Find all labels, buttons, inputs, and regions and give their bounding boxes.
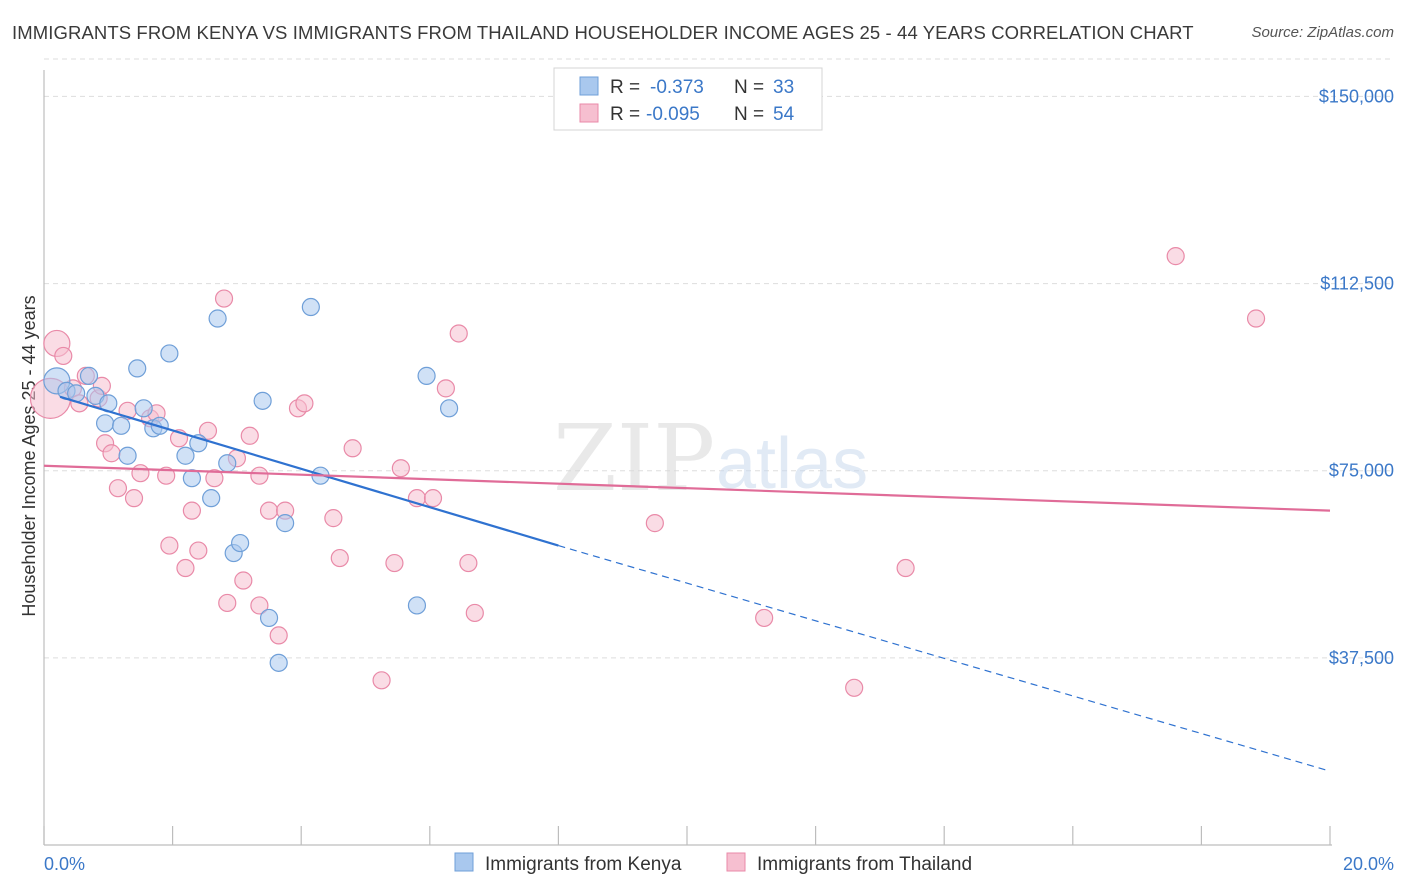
kenya-point-29 xyxy=(417,366,436,385)
kenya-point-17 xyxy=(202,489,221,508)
kenya-point-25 xyxy=(276,514,295,533)
kenya-r-value: -0.373 xyxy=(650,77,704,98)
kenya-point-7 xyxy=(112,416,131,435)
thailand-trend-line xyxy=(43,464,1331,512)
thailand-point-17 xyxy=(160,536,179,555)
kenya-point-26 xyxy=(301,297,320,317)
thailand-point-12 xyxy=(124,489,144,508)
kenya-point-22 xyxy=(253,391,272,410)
thailand-point-30 xyxy=(250,466,269,485)
thailand-point-19 xyxy=(176,558,195,578)
thailand-point-35 xyxy=(295,394,314,413)
thailand-point-49 xyxy=(755,608,774,628)
watermark-zip: ZIP xyxy=(553,405,715,512)
chart-title: IMMIGRANTS FROM KENYA VS IMMIGRANTS FROM… xyxy=(12,22,1194,43)
thailand-point-2 xyxy=(54,346,73,366)
kenya-point-15 xyxy=(182,469,201,488)
kenya-point-18 xyxy=(208,309,227,328)
thailand-r-label: R = xyxy=(610,104,645,125)
kenya-point-30 xyxy=(439,399,459,418)
thailand-point-13 xyxy=(131,464,150,483)
thailand-point-22 xyxy=(198,421,218,440)
thailand-point-40 xyxy=(385,553,404,573)
kenya-series-swatch xyxy=(454,852,474,872)
x-tick-label-min: 0.0% xyxy=(44,854,85,874)
thailand-point-36 xyxy=(324,509,343,528)
thailand-point-20 xyxy=(182,501,201,520)
y-axis-title: Householder Income Ages 25 - 44 years xyxy=(19,295,39,616)
thailand-point-43 xyxy=(423,489,443,508)
thailand-point-21 xyxy=(189,541,208,560)
kenya-point-13 xyxy=(160,344,179,363)
thailand-point-16 xyxy=(157,466,176,485)
thailand-point-23 xyxy=(205,469,224,488)
thailand-n-label: N = xyxy=(734,104,769,125)
y-tick-label-1: $75,000 xyxy=(1329,461,1394,481)
thailand-r-value: -0.095 xyxy=(646,104,700,125)
kenya-n-value: 33 xyxy=(773,77,794,98)
thailand-point-47 xyxy=(465,603,484,623)
kenya-point-8 xyxy=(118,446,137,465)
thailand-point-31 xyxy=(259,501,279,520)
thailand-point-51 xyxy=(896,558,915,578)
thailand-legend-swatch xyxy=(579,103,599,123)
kenya-trend-line xyxy=(59,395,559,547)
kenya-point-28 xyxy=(407,596,427,615)
x-axis-ticks xyxy=(43,826,1331,845)
stats-legend: R = -0.373 N = 33 R = -0.095 N = 54 xyxy=(553,67,823,131)
thailand-point-38 xyxy=(343,439,362,458)
kenya-series-label: Immigrants from Kenya xyxy=(485,854,682,875)
source-credit: Source: ZipAtlas.com xyxy=(1251,24,1394,41)
thailand-point-29 xyxy=(250,596,269,615)
kenya-point-6 xyxy=(95,414,115,433)
thailand-point-53 xyxy=(1246,309,1266,328)
thailand-point-52 xyxy=(1166,247,1185,266)
kenya-point-10 xyxy=(134,399,153,418)
thailand-series-swatch xyxy=(726,852,746,872)
kenya-legend-swatch xyxy=(579,76,599,96)
thailand-point-24 xyxy=(214,289,234,308)
thailand-point-50 xyxy=(845,678,864,697)
thailand-point-41 xyxy=(391,459,410,478)
kenya-point-9 xyxy=(128,359,147,378)
thailand-series-label: Immigrants from Thailand xyxy=(757,854,972,875)
grid-lines xyxy=(44,58,1394,659)
x-tick-label-max: 20.0% xyxy=(1343,854,1394,874)
thailand-point-45 xyxy=(449,324,468,343)
thailand-point-9 xyxy=(102,444,121,463)
thailand-point-37 xyxy=(330,548,349,568)
kenya-trend-extension xyxy=(558,544,1331,772)
thailand-point-10 xyxy=(108,479,128,498)
thailand-point-39 xyxy=(372,671,391,690)
y-tick-label-0: $37,500 xyxy=(1329,648,1394,668)
kenya-point-23 xyxy=(259,608,279,628)
y-tick-label-2: $112,500 xyxy=(1320,274,1394,294)
series-legend: Immigrants from Kenya Immigrants from Th… xyxy=(454,852,972,875)
y-tick-label-3: $150,000 xyxy=(1319,86,1394,106)
y-tick-labels: $37,500 $75,000 $112,500 $150,000 xyxy=(1319,86,1394,667)
watermark: ZIP atlas xyxy=(553,405,868,512)
trend-lines xyxy=(43,395,1331,772)
stats-legend-box xyxy=(553,67,823,131)
kenya-point-24 xyxy=(269,653,288,672)
thailand-point-44 xyxy=(436,379,455,398)
thailand-point-46 xyxy=(459,553,478,573)
kenya-point-3 xyxy=(79,366,99,385)
kenya-points xyxy=(43,297,459,672)
thailand-points xyxy=(29,247,1266,697)
kenya-point-21 xyxy=(231,533,250,553)
thailand-point-27 xyxy=(234,571,253,590)
thailand-point-25 xyxy=(218,593,237,613)
kenya-n-label: N = xyxy=(734,77,769,98)
kenya-point-14 xyxy=(176,446,195,465)
kenya-r-label: R = xyxy=(610,77,645,98)
thailand-point-48 xyxy=(645,514,664,533)
kenya-point-19 xyxy=(218,454,237,473)
thailand-point-28 xyxy=(240,426,259,445)
thailand-n-value: 54 xyxy=(773,104,795,125)
thailand-point-32 xyxy=(269,626,288,645)
